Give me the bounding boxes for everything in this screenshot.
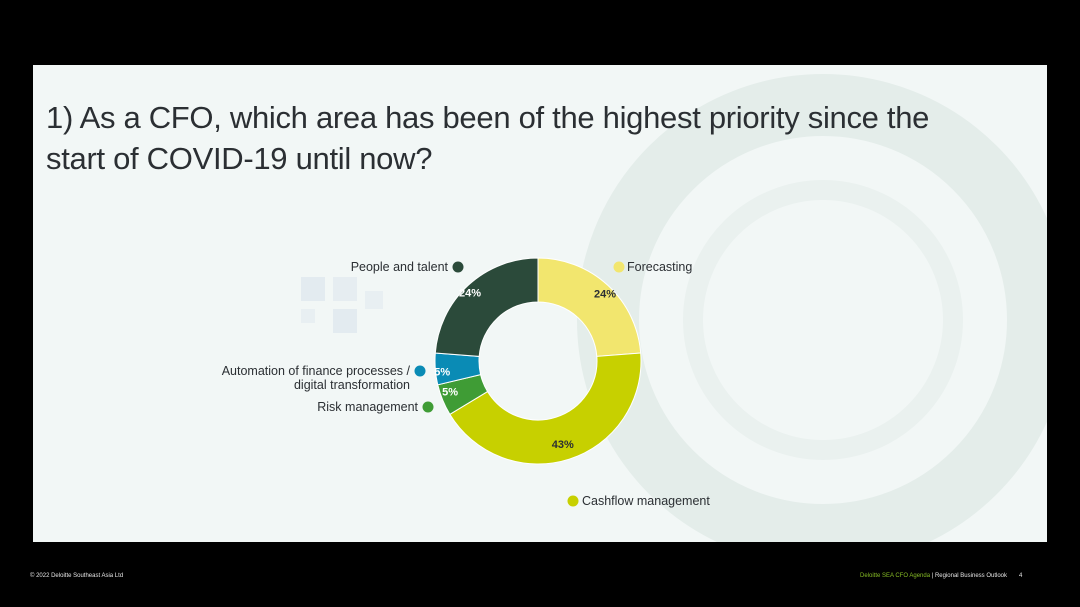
legend-dot-cashflow-management	[567, 495, 579, 507]
slice-cashflow-management	[449, 352, 642, 465]
value-label-people-and-talent: 24%	[459, 288, 481, 300]
footer-copyright: © 2022 Deloitte Southeast Asia Ltd	[30, 573, 124, 579]
legend-dot-people-and-talent	[452, 261, 464, 273]
legend-dot-forecasting	[613, 261, 625, 273]
footer-section: Regional Business Outlook	[934, 573, 1007, 579]
footer-agenda: Deloitte SEA CFO Agenda	[860, 573, 931, 579]
legend-label-automation-of-finance-processes-digital-transformation-line-1: Automation of finance processes /	[222, 364, 411, 378]
value-label-risk-management: 5%	[442, 387, 458, 399]
slide: 1) As a CFO, which area has been of the …	[33, 65, 1047, 542]
value-label-automation-of-finance-processes-digital-transformation: 5%	[434, 366, 450, 378]
donut-chart: 24% 43% 5% 5% 24% Forecasting Cashflow manage…	[222, 257, 710, 508]
legend-dot-risk-management	[422, 401, 434, 413]
slice-forecasting	[537, 257, 642, 357]
legend-label-cashflow-management: Cashflow management	[582, 494, 710, 508]
footer-page-number: 4	[1019, 573, 1023, 579]
value-label-cashflow-management: 43%	[552, 439, 574, 451]
footer-info: Deloitte SEA CFO Agenda | Regional Busin…	[860, 573, 1022, 579]
footer-separator: |	[930, 573, 935, 579]
legend-dot-automation-of-finance-processes-digital-transformation	[414, 365, 426, 377]
legend-label-people-and-talent: People and talent	[351, 260, 449, 274]
question-title: 1) As a CFO, which area has been of the …	[46, 100, 930, 176]
value-label-forecasting: 24%	[594, 289, 616, 301]
legend-label-risk-management: Risk management	[317, 400, 418, 414]
legend-label-forecasting: Forecasting	[627, 260, 692, 274]
legend-label-automation-of-finance-processes-digital-transformation-line-2: digital transformation	[294, 378, 410, 392]
slice-people-and-talent	[434, 257, 539, 357]
